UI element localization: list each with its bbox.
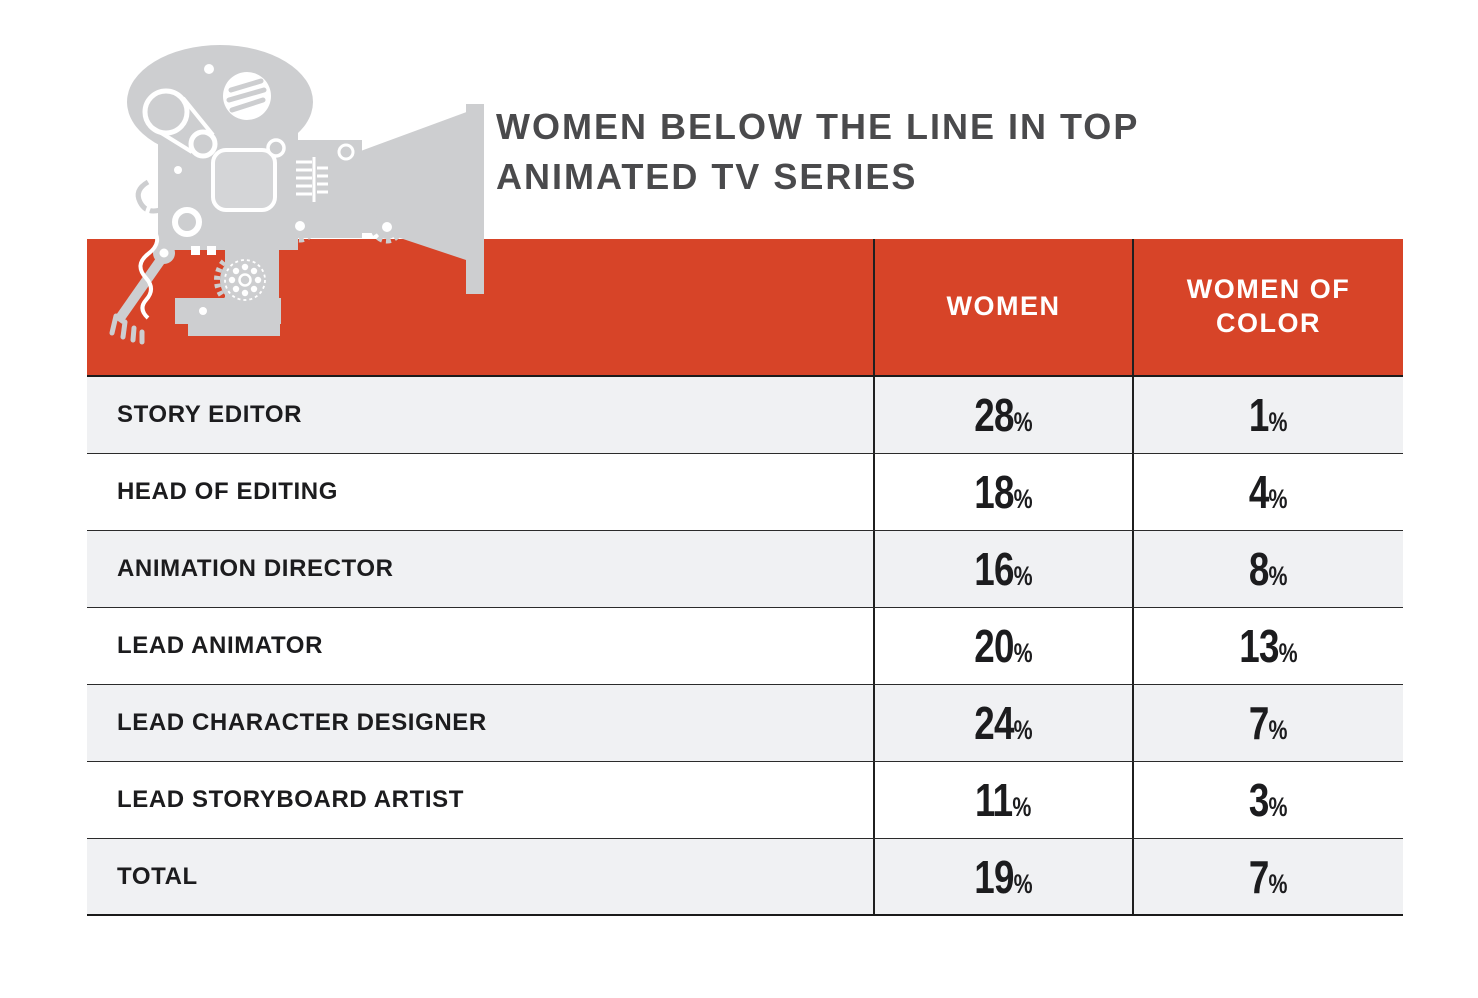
rivet-dot [199,307,207,315]
film-camera-illustration [109,45,484,345]
sprocket-icon [214,249,276,311]
gear-icon [370,210,404,244]
cable-curl [135,179,161,214]
film-reel-icon [223,72,271,120]
women-of-color-value: 3% [1132,762,1403,838]
shutter-vanes [296,157,328,202]
title-line-1: WOMEN BELOW THE LINE IN TOP [496,106,1140,147]
small-ring [266,138,286,158]
women-value: 28% [873,377,1132,453]
table-row-lead-animator: LEAD ANIMATOR 20% 13% [87,608,1403,685]
women-of-color-value: 8% [1132,531,1403,607]
row-label: LEAD ANIMATOR [117,632,324,659]
camera-body [127,45,484,336]
lens-plate [211,148,277,212]
table-row-lead-character-designer: LEAD CHARACTER DESIGNER 24% 7% [87,685,1403,762]
column-header-women: WOMEN [873,239,1132,375]
data-table: WOMEN WOMEN OF COLOR STORY EDITOR 28% 1%… [87,239,1403,916]
table-header-row: WOMEN WOMEN OF COLOR [87,239,1403,377]
women-of-color-value: 7% [1132,839,1403,914]
women-value: 18% [873,454,1132,530]
cable-squiggle [138,196,160,320]
table-row-animation-director: ANIMATION DIRECTOR 16% 8% [87,531,1403,608]
women-of-color-value: 1% [1132,377,1403,453]
knob [337,143,355,161]
row-label: ANIMATION DIRECTOR [117,555,394,582]
women-value: 20% [873,608,1132,684]
row-label: LEAD CHARACTER DESIGNER [117,709,487,736]
women-of-color-value: 13% [1132,608,1403,684]
table-row-total: TOTAL 19% 7% [87,839,1403,916]
women-value: 16% [873,531,1132,607]
row-label: HEAD OF EDITING [117,478,339,505]
row-label: TOTAL [117,862,198,890]
vent-square [191,246,200,255]
column-header-women-of-color: WOMEN OF COLOR [1132,239,1403,375]
table-row-story-editor: STORY EDITOR 28% 1% [87,377,1403,454]
rivet-dot [174,166,182,174]
women-of-color-value: 7% [1132,685,1403,761]
row-label: LEAD STORYBOARD ARTIST [117,786,464,813]
women-value: 19% [873,839,1132,914]
page-title: WOMEN BELOW THE LINE IN TOP ANIMATED TV … [496,102,1139,202]
table-row-lead-storyboard-artist: LEAD STORYBOARD ARTIST 11% 3% [87,762,1403,839]
gear-icon [159,194,215,250]
title-line-2: ANIMATED TV SERIES [496,156,918,197]
women-value: 24% [873,685,1132,761]
gear-icon [283,209,317,243]
key-icon [109,242,175,345]
vent-square [207,246,216,255]
table-row-head-of-editing: HEAD OF EDITING 18% 4% [87,454,1403,531]
women-of-color-value: 4% [1132,454,1403,530]
women-value: 11% [873,762,1132,838]
row-label: STORY EDITOR [117,401,303,428]
rivet-dot [204,64,214,74]
belt-drive-icon [142,88,218,159]
